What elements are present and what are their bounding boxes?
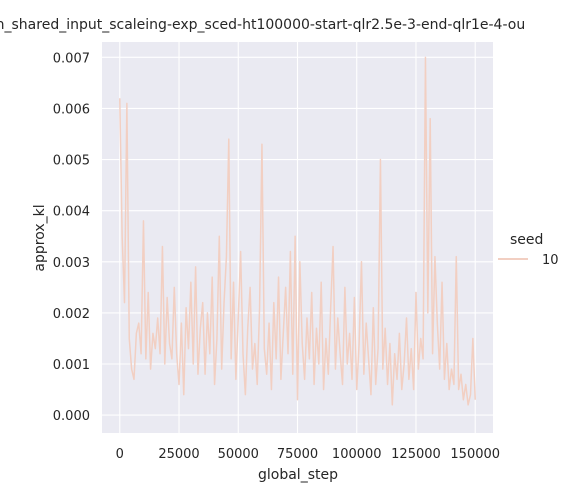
x-tick-label: 50000 xyxy=(218,447,259,462)
y-tick-label: 0.003 xyxy=(53,256,90,271)
x-axis-label: global_step xyxy=(258,467,338,483)
x-tick-label: 125000 xyxy=(391,447,441,462)
x-tick-labels: 0 25000 50000 75000 100000 125000 150000 xyxy=(116,447,500,462)
y-tick-label: 0.006 xyxy=(53,102,90,117)
x-tick-label: 0 xyxy=(116,447,124,462)
y-tick-label: 0.005 xyxy=(53,154,90,169)
y-axis-label: approx_kl xyxy=(32,204,48,271)
y-tick-label: 0.007 xyxy=(53,51,90,66)
x-tick-label: 150000 xyxy=(450,447,500,462)
y-tick-label: 0.002 xyxy=(53,307,90,322)
y-tick-label: 0.001 xyxy=(53,358,90,373)
legend-title: seed xyxy=(510,232,543,248)
x-tick-label: 75000 xyxy=(277,447,318,462)
legend-entry-label: 10 xyxy=(542,253,559,268)
series-layer xyxy=(119,56,476,406)
chart-title: with_shared_input_scaleing-exp_sced-ht10… xyxy=(0,17,525,33)
y-tick-label: 0.000 xyxy=(53,409,90,424)
x-tick-label: 25000 xyxy=(158,447,199,462)
x-tick-label: 100000 xyxy=(332,447,382,462)
y-tick-label: 0.004 xyxy=(53,205,90,220)
series-line-10 xyxy=(119,56,476,406)
legend: seed 10 xyxy=(498,232,559,268)
y-tick-labels: 0.000 0.001 0.002 0.003 0.004 0.005 0.006 0.007 xyxy=(53,51,90,424)
